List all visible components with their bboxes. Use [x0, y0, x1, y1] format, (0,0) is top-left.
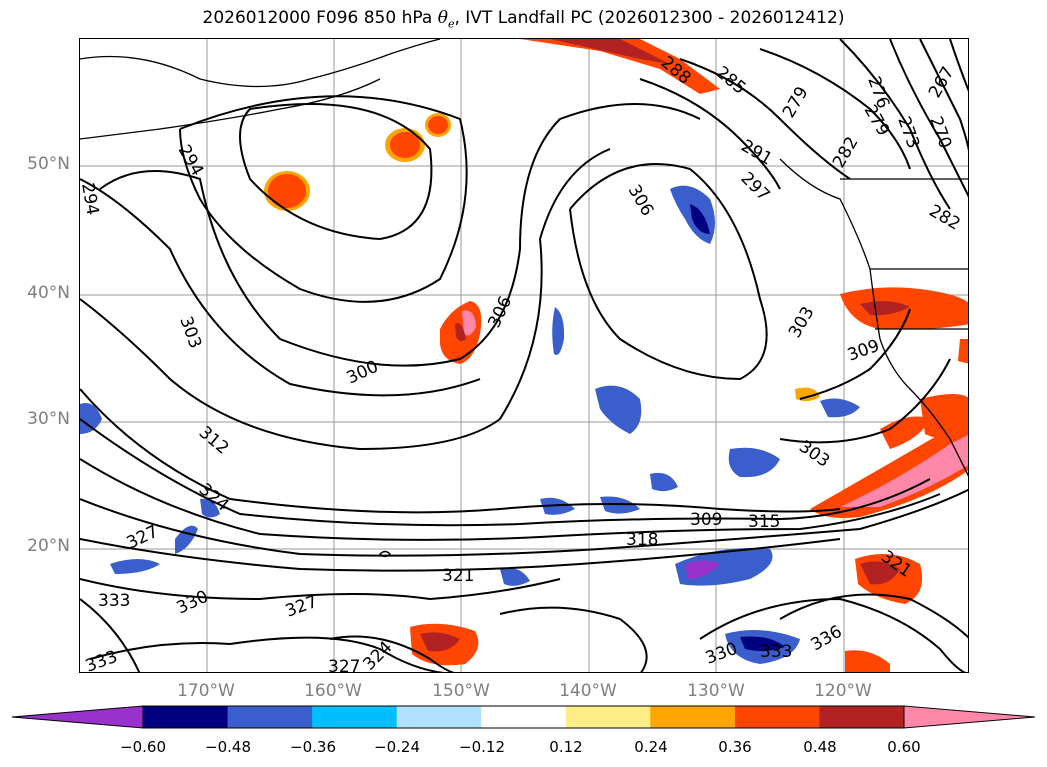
colorbar-segment	[819, 706, 905, 728]
colorbar-tick: 0.12	[549, 738, 583, 756]
colorbar-segment	[143, 706, 229, 728]
colorbar-extend-left	[11, 705, 144, 729]
colorbar-tick: −0.48	[205, 738, 251, 756]
theta-e-contours	[80, 39, 968, 672]
colorbar-tick: −0.12	[459, 738, 505, 756]
coastlines	[80, 39, 968, 558]
lon-label-150w: 150°W	[432, 681, 490, 701]
contour-label: 306	[624, 182, 658, 220]
lon-label-170w: 170°W	[177, 681, 235, 701]
colorbar-segment	[565, 706, 651, 728]
colorbar-segment	[312, 706, 398, 728]
graticule	[80, 39, 968, 672]
contour-label: 285	[712, 63, 750, 99]
colorbar-tick: 0.36	[718, 738, 752, 756]
contour-label: 279	[860, 102, 894, 140]
colorbar-segment	[396, 706, 482, 728]
lon-label-120w: 120°W	[814, 681, 872, 701]
lat-label-30: 30°N	[27, 409, 70, 429]
contour-label: 279	[779, 83, 813, 121]
colorbar	[11, 705, 1036, 729]
contour-label: 273	[893, 114, 923, 151]
contour-label: 303	[175, 314, 205, 351]
colorbar-extend-right	[903, 705, 1036, 729]
contour-label: 318	[626, 530, 658, 550]
colorbar-tick: 0.48	[803, 738, 837, 756]
contour-label: 330	[703, 639, 740, 669]
lat-label-20: 20°N	[27, 536, 70, 556]
contour-label: 333	[98, 591, 130, 611]
contour-label: 315	[748, 512, 780, 532]
colorbar-tick: −0.60	[120, 738, 166, 756]
title-theta: θe	[437, 8, 455, 31]
colorbar-tick: −0.24	[374, 738, 420, 756]
colorbar-segments	[142, 705, 905, 729]
contour-label: 297	[736, 168, 773, 205]
lat-label-40: 40°N	[27, 283, 70, 303]
contour-label: 324	[359, 637, 396, 673]
colorbar-segment	[650, 706, 736, 728]
contour-label: 309	[690, 510, 722, 530]
colorbar-tick: −0.36	[290, 738, 336, 756]
contour-label: 336	[808, 622, 846, 656]
map-canvas: 294 294 303 312 324 327 330 333 333 327 …	[80, 39, 968, 673]
lon-label-160w: 160°W	[304, 681, 362, 701]
map-panel: 294 294 303 312 324 327 330 333 333 327 …	[79, 38, 969, 673]
lon-label-130w: 130°W	[687, 681, 745, 701]
colorbar-segment	[734, 706, 820, 728]
contour-label: 330	[174, 587, 212, 619]
contour-label: 327	[328, 657, 360, 673]
contour-label: 312	[195, 423, 233, 459]
contour-label: 294	[80, 181, 102, 216]
contour-label: 303	[785, 303, 819, 341]
shaded-patches	[80, 39, 968, 672]
contour-label: 321	[442, 566, 474, 586]
contour-label: 333	[760, 642, 792, 662]
contour-label: 282	[926, 201, 964, 235]
title-main: 2026012000 F096 850 hPa	[202, 8, 433, 28]
map-title: 2026012000 F096 850 hPa θe, IVT Landfall…	[0, 8, 1047, 30]
contour-label: 300	[344, 357, 382, 389]
lat-label-50: 50°N	[27, 154, 70, 174]
colorbar-segment	[227, 706, 313, 728]
contour-label: 333	[83, 647, 120, 673]
colorbar-tick: 0.24	[634, 738, 668, 756]
colorbar-tick: 0.60	[887, 738, 921, 756]
contour-label: 270	[925, 114, 955, 151]
colorbar-segment	[481, 706, 567, 728]
contour-label: 267	[925, 63, 959, 101]
contour-label: 306	[484, 293, 516, 331]
title-rest: , IVT Landfall PC (2026012300 - 20260124…	[454, 8, 845, 28]
lon-label-140w: 140°W	[559, 681, 617, 701]
